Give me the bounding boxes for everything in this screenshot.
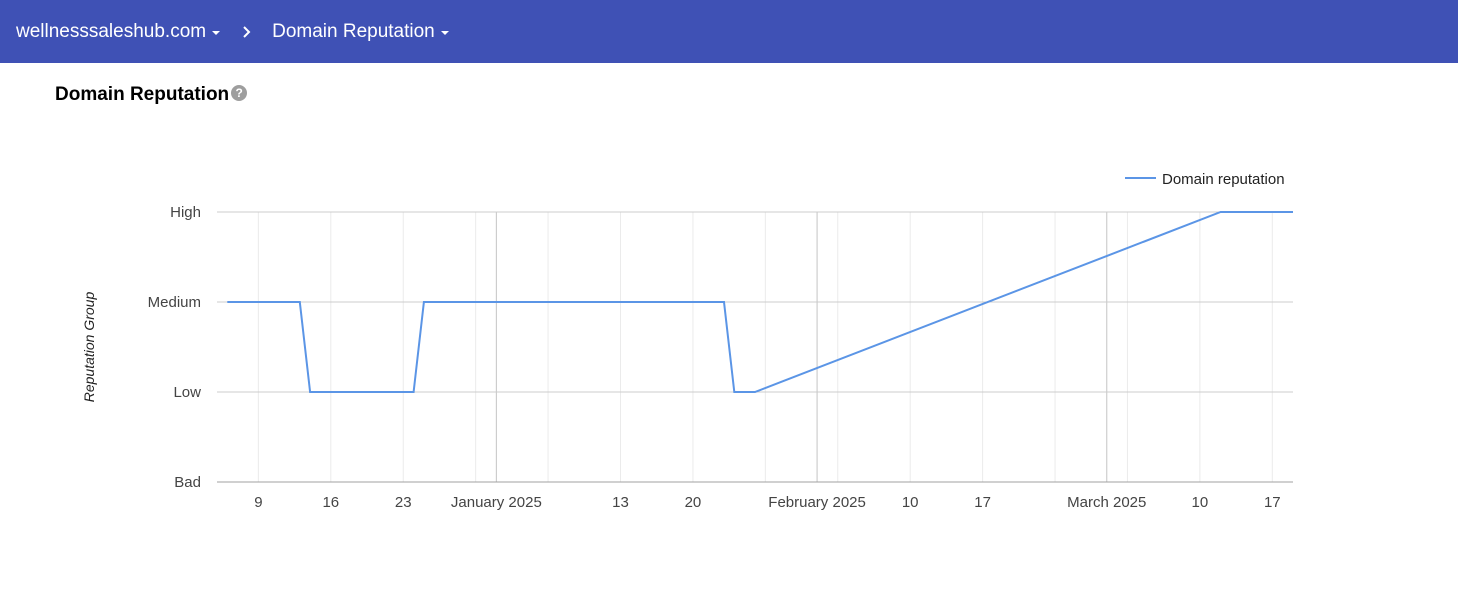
top-bar: wellnesssaleshub.com Domain Reputation [0,0,1458,63]
x-tick-label: 23 [395,494,412,511]
x-tick-label: 9 [254,494,262,511]
x-tick-label: 10 [902,494,919,511]
legend-label: Domain reputation [1162,171,1285,188]
legend: Domain reputation [1125,171,1285,188]
page-label: Domain Reputation [272,20,435,42]
section-header: Domain Reputation ? [55,84,248,106]
x-tick-label: 17 [974,494,991,511]
x-tick-label: March 2025 [1067,494,1146,511]
y-tick-label: High [170,204,201,221]
x-tick-label: 10 [1192,494,1209,511]
chevron-right-icon [242,25,252,39]
dropdown-caret-icon [440,30,449,35]
y-axis-label: Reputation Group [81,292,97,403]
page-selector[interactable]: Domain Reputation [272,21,449,43]
domain-label: wellnesssaleshub.com [16,20,207,42]
help-circle-icon[interactable]: ? [231,85,248,101]
grid [217,211,1293,483]
axes: Bad Low Medium High 9 16 23 January 2025 13 20 Feb… [148,204,1281,511]
x-tick-label: 17 [1264,494,1281,511]
x-tick-label: 13 [612,494,629,511]
dropdown-caret-icon [212,30,221,35]
x-tick-label: 20 [685,494,702,511]
section-title: Domain Reputation [55,84,230,105]
series-line-domain-reputation [227,211,1293,393]
x-tick-label: February 2025 [768,494,866,511]
x-tick-label: 16 [322,494,339,511]
series [227,211,1293,393]
domain-selector[interactable]: wellnesssaleshub.com [16,20,221,43]
y-tick-label: Medium [148,294,201,311]
y-tick-label: Low [173,384,201,401]
x-tick-label: January 2025 [451,494,542,511]
y-tick-label: Bad [174,474,201,491]
